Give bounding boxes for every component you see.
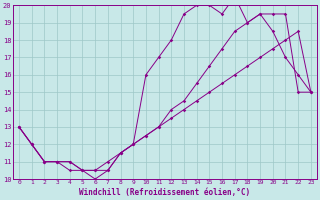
X-axis label: Windchill (Refroidissement éolien,°C): Windchill (Refroidissement éolien,°C) (79, 188, 251, 197)
